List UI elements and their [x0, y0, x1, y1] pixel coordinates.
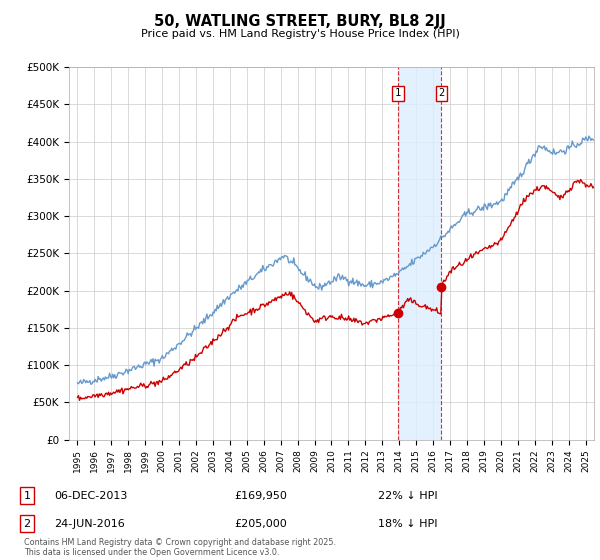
Text: 50, WATLING STREET, BURY, BL8 2JJ: 50, WATLING STREET, BURY, BL8 2JJ: [154, 14, 446, 29]
Text: 1: 1: [23, 491, 31, 501]
Text: £169,950: £169,950: [234, 491, 287, 501]
Bar: [398, 67, 441, 440]
Text: Contains HM Land Registry data © Crown copyright and database right 2025.
This d: Contains HM Land Registry data © Crown c…: [24, 538, 336, 557]
Text: 1: 1: [395, 88, 401, 98]
Text: Price paid vs. HM Land Registry's House Price Index (HPI): Price paid vs. HM Land Registry's House …: [140, 29, 460, 39]
Text: 22% ↓ HPI: 22% ↓ HPI: [378, 491, 437, 501]
Text: 2: 2: [438, 88, 445, 98]
Text: 24-JUN-2016: 24-JUN-2016: [54, 519, 125, 529]
Text: 18% ↓ HPI: 18% ↓ HPI: [378, 519, 437, 529]
Text: 06-DEC-2013: 06-DEC-2013: [54, 491, 127, 501]
Text: 2: 2: [23, 519, 31, 529]
Text: £205,000: £205,000: [234, 519, 287, 529]
